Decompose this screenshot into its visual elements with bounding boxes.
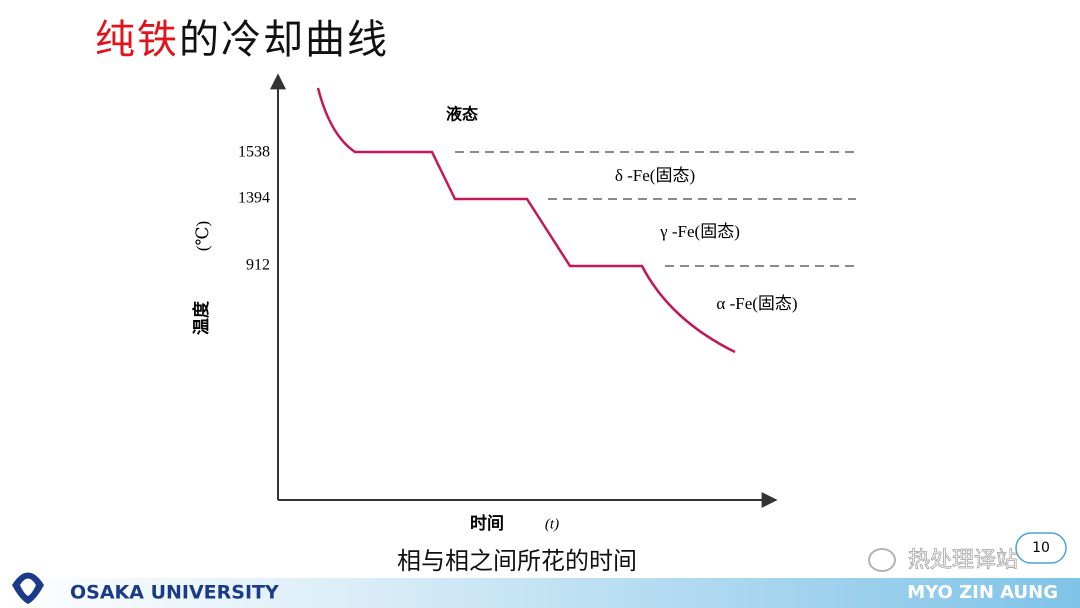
- phase-label: α -Fe(固态): [716, 294, 797, 313]
- title-red: 纯铁: [95, 17, 179, 63]
- phase-lines: [455, 151, 856, 267]
- phase-label: δ -Fe(固态): [615, 166, 695, 185]
- phase-label: 液态: [446, 105, 478, 124]
- title: 纯铁的冷却曲线: [95, 17, 389, 63]
- y-tick-label: 1538: [238, 144, 270, 161]
- logo-inner: [20, 578, 36, 596]
- phase-label: γ -Fe(固态): [659, 222, 740, 241]
- page-number: 10: [1032, 540, 1050, 556]
- cooling-curve: [316, 87, 736, 354]
- y-label: 温度: [191, 300, 212, 335]
- y-tick-label: 912: [246, 257, 270, 274]
- watermark-text: 热处理译站: [908, 548, 1018, 573]
- y-unit: (℃): [193, 221, 212, 251]
- x-label: 时间: [470, 513, 504, 534]
- watermark-icon: [868, 548, 896, 572]
- author: MYO ZIN AUNG: [907, 582, 1058, 603]
- university: OSAKA UNIVERSITY: [70, 582, 279, 604]
- title-rest: 的冷却曲线: [179, 17, 389, 63]
- footer-bar: [0, 578, 1080, 608]
- page-badge: [1015, 532, 1067, 564]
- caption: 相与相之间所花的时间: [397, 547, 637, 575]
- y-tick-label: 1394: [238, 190, 270, 207]
- watermark: 热处理译站: [868, 548, 1018, 573]
- x-unit: (t): [545, 516, 559, 532]
